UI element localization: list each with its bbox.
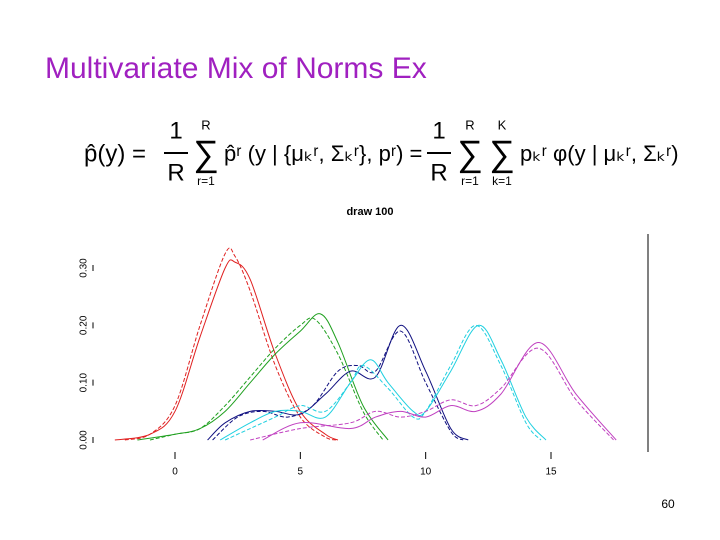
formula-text: ∑ xyxy=(457,133,483,174)
plot: 0 5 10 15 0.00 0.10 0.20 0.30 xyxy=(79,247,617,478)
formula-text: r=1 xyxy=(197,174,215,188)
y-tick-label: 0.10 xyxy=(79,372,90,392)
formula-text: ∑ xyxy=(489,133,515,174)
density-line xyxy=(250,347,615,441)
x-tick-label: 5 xyxy=(298,467,304,478)
density-line xyxy=(137,313,389,441)
density-line xyxy=(224,324,542,441)
formula-text: R xyxy=(465,117,474,132)
x-tick-label: 15 xyxy=(545,467,557,478)
density-line xyxy=(114,259,339,441)
formula-text: K xyxy=(498,117,507,132)
formula: p̂(y) = 1 R R ∑ r=1 p̂ʳ (y | {μₖʳ, Σₖʳ},… xyxy=(84,117,679,188)
chart-title: draw 100 xyxy=(346,206,393,218)
formula-text: r=1 xyxy=(461,174,479,188)
density-line xyxy=(207,324,469,441)
y-tick-label: 0.20 xyxy=(79,315,90,335)
x-tick-label: 0 xyxy=(172,467,178,478)
formula-text: R xyxy=(430,159,447,186)
density-line xyxy=(149,317,384,441)
formula-text: pₖʳ φ(y | μₖʳ, Σₖʳ) xyxy=(520,141,679,166)
formula-text: R xyxy=(201,117,210,132)
formula-text: 1 xyxy=(432,117,445,144)
formula-text: R xyxy=(167,159,184,186)
formula-text: 1 xyxy=(169,117,182,144)
x-tick-label: 10 xyxy=(420,467,432,478)
formula-text: ∑ xyxy=(193,133,219,174)
formula-text: p̂(y) = xyxy=(84,140,146,167)
slide-title: Multivariate Mix of Norms Ex xyxy=(45,52,427,85)
y-tick-label: 0.00 xyxy=(79,430,90,450)
formula-text: p̂ʳ (y | {μₖʳ, Σₖʳ}, pʳ) = xyxy=(224,141,422,166)
density-line xyxy=(212,330,464,441)
page-number: 60 xyxy=(661,497,675,511)
y-tick-label: 0.30 xyxy=(79,258,90,278)
density-line xyxy=(124,247,339,441)
formula-text: k=1 xyxy=(492,174,512,188)
density-line xyxy=(219,324,547,441)
density-line xyxy=(262,342,617,441)
